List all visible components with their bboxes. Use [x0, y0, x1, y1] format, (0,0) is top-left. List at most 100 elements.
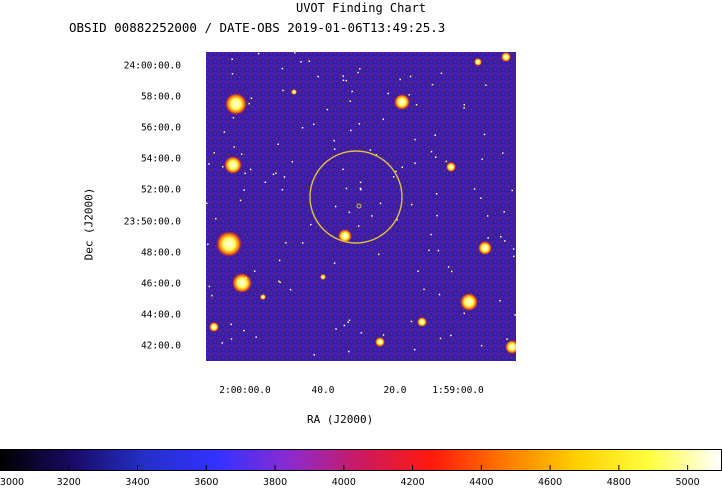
faint-source [415, 104, 418, 106]
faint-source [239, 199, 242, 202]
star [474, 58, 482, 66]
faint-source [445, 160, 448, 163]
y-tick-label: 24:00:00.0 [123, 60, 181, 72]
faint-source [342, 75, 344, 77]
colorbar-tick-label: 5000 [675, 477, 700, 488]
faint-source [230, 338, 233, 340]
faint-source [308, 60, 310, 62]
faint-source [417, 270, 419, 272]
star [375, 337, 385, 347]
faint-source [345, 187, 348, 190]
faint-source [351, 90, 353, 93]
faint-source [371, 215, 373, 217]
faint-source [342, 79, 345, 82]
faint-source [357, 71, 359, 74]
faint-source [486, 215, 489, 217]
faint-source [436, 214, 438, 217]
faint-source [350, 129, 352, 132]
faint-source [279, 281, 281, 284]
faint-source [392, 176, 395, 178]
faint-source [435, 156, 437, 158]
faint-source [232, 102, 234, 104]
faint-source [481, 158, 483, 160]
faint-source [450, 334, 452, 337]
faint-source [504, 240, 506, 242]
faint-source [230, 323, 232, 326]
faint-source [379, 202, 382, 205]
colorbar-tick-label: 4200 [400, 477, 425, 488]
y-tick-label: 58:00.0 [140, 91, 181, 103]
faint-source [282, 89, 284, 92]
faint-source [414, 162, 416, 164]
faint-source [396, 219, 398, 221]
faint-source [503, 211, 505, 213]
faint-source [410, 320, 413, 323]
star [216, 231, 242, 257]
faint-source [514, 314, 516, 316]
y-tick-label: 46:00.0 [140, 278, 181, 290]
colorbar-tick-label: 4400 [469, 477, 494, 488]
faint-source [334, 205, 337, 208]
faint-source [360, 188, 362, 191]
faint-source [208, 163, 210, 165]
star [394, 94, 410, 110]
faint-source [375, 154, 378, 156]
faint-source [345, 79, 348, 82]
sky-image [206, 52, 516, 361]
faint-source [480, 197, 482, 199]
faint-source [409, 75, 412, 78]
faint-source [243, 329, 245, 332]
faint-source [278, 259, 281, 262]
faint-source [395, 170, 397, 173]
faint-source [382, 118, 384, 121]
y-tick-label: 44:00.0 [140, 309, 181, 321]
chart-title: UVOT Finding Chart [295, 1, 427, 15]
faint-source [231, 73, 234, 75]
faint-source [278, 280, 280, 283]
faint-source [250, 97, 253, 99]
faint-source [301, 127, 304, 129]
colorbar-tick-label: 3400 [125, 477, 150, 488]
y-axis-label: Dec (J2000) [82, 187, 96, 261]
faint-source [233, 161, 236, 163]
faint-source [264, 181, 267, 183]
faint-source [208, 285, 211, 288]
faint-source [243, 189, 245, 191]
x-tick-label: 1:59:00.0 [432, 385, 484, 396]
colorbar-tick-label: 4800 [606, 477, 631, 488]
faint-source [513, 255, 515, 258]
star [225, 93, 247, 115]
faint-source [382, 334, 385, 336]
star [505, 340, 516, 354]
faint-source [414, 138, 416, 141]
star [460, 293, 478, 311]
colorbar-gradient [0, 449, 722, 471]
faint-source [333, 139, 335, 142]
faint-source [410, 203, 413, 206]
chart-subtitle: OBSID 00882252000 / DATE-OBS 2019-01-06T… [69, 20, 446, 35]
faint-source [463, 312, 465, 315]
star [291, 89, 297, 95]
faint-source [480, 344, 483, 347]
star [478, 241, 492, 255]
faint-source [451, 270, 453, 273]
colorbar [0, 449, 722, 471]
faint-source [359, 187, 362, 190]
faint-source [387, 92, 389, 95]
faint-source [283, 176, 286, 178]
faint-source [423, 288, 425, 291]
x-tick-label: 40.0 [311, 385, 335, 396]
y-tick-label: 23:50:00.0 [123, 216, 181, 227]
faint-source [277, 143, 279, 145]
faint-source [359, 68, 361, 70]
faint-source [502, 152, 504, 154]
y-tick-label: 42:00.0 [140, 340, 181, 352]
faint-source [399, 78, 401, 81]
colorbar-bar [0, 449, 722, 471]
faint-source [447, 266, 450, 268]
faint-source [473, 188, 476, 190]
faint-source [244, 172, 246, 175]
faint-source [487, 237, 489, 239]
faint-source [249, 168, 252, 171]
star [260, 294, 266, 300]
